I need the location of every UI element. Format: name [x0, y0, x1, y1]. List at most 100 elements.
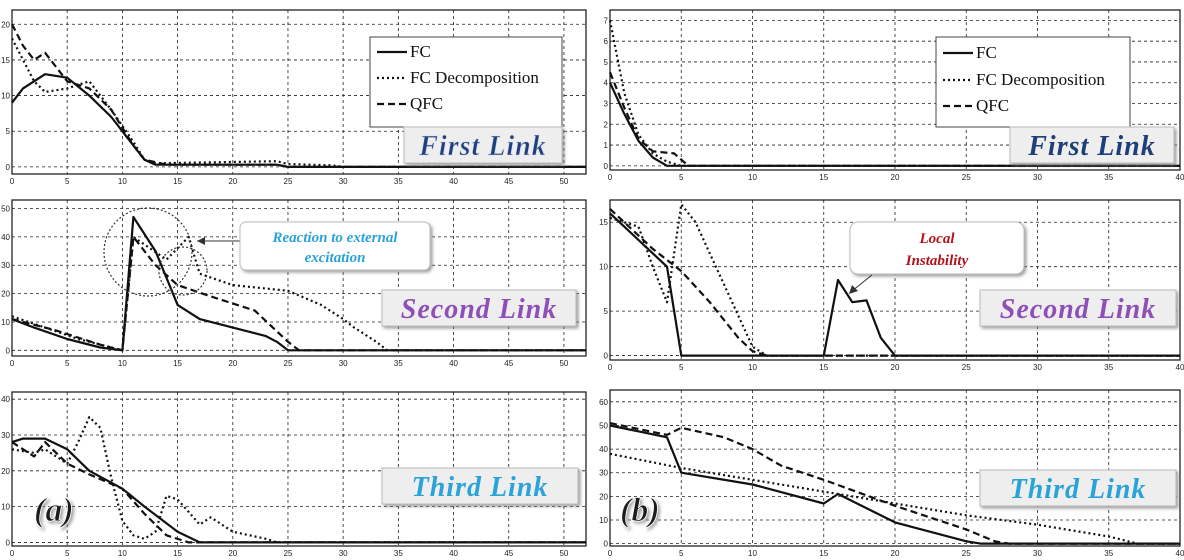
x-tick-label: 0	[10, 359, 15, 368]
y-tick-label: 6	[604, 37, 609, 46]
x-tick-label: 40	[449, 177, 458, 186]
x-tick-label: 15	[173, 549, 182, 558]
x-tick-label: 0	[608, 549, 613, 558]
y-tick-label: 50	[1, 205, 10, 214]
x-tick-label: 0	[10, 549, 15, 558]
x-tick-label: 20	[228, 359, 237, 368]
x-tick-label: 10	[118, 177, 127, 186]
link-label-b2: Second Link	[979, 289, 1177, 327]
y-tick-label: 2	[604, 120, 609, 129]
series-line-qfc	[608, 71, 1180, 167]
y-tick-label: 10	[599, 516, 608, 525]
x-tick-label: 30	[339, 549, 348, 558]
y-tick-label: 50	[599, 421, 608, 430]
legend-label-qfc: QFC	[410, 94, 443, 113]
series-line-qfc	[11, 235, 586, 352]
series-line-fc	[609, 212, 1180, 357]
panel-tag-b: (b)	[620, 492, 660, 529]
x-tick-label: 0	[10, 177, 15, 186]
x-tick-label: 45	[504, 177, 513, 186]
x-tick-label: 10	[118, 359, 127, 368]
annotation-reaction: Reaction to external excitation	[103, 207, 431, 297]
series-line-qfc	[11, 23, 586, 168]
y-tick-label: 40	[599, 445, 608, 454]
y-tick-label: 40	[1, 395, 10, 404]
annotation-text-line1: Reaction to external	[272, 230, 399, 246]
y-tick-label: 15	[599, 218, 608, 227]
link-label-a2: Second Link	[381, 289, 577, 327]
series-line-fc	[11, 73, 586, 168]
x-tick-label: 30	[339, 359, 348, 368]
x-tick-label: 35	[1104, 363, 1113, 372]
y-tick-label: 10	[1, 318, 10, 327]
x-tick-label: 10	[748, 173, 757, 182]
y-tick-label: 40	[1, 233, 10, 242]
series-line-fc	[11, 437, 586, 544]
x-tick-label: 20	[891, 173, 900, 182]
x-tick-label: 5	[65, 549, 70, 558]
x-tick-label: 0	[608, 173, 613, 182]
annotation-local-instability: Local Instability	[849, 221, 1025, 294]
x-tick-label: 25	[962, 173, 971, 182]
x-tick-label: 45	[504, 549, 513, 558]
link-label-text: Third Link	[412, 472, 549, 503]
legend-label-fc-decomposition: FC Decomposition	[410, 68, 539, 87]
x-tick-label: 40	[449, 549, 458, 558]
y-tick-label: 30	[599, 469, 608, 478]
series-line-fc	[609, 424, 1180, 545]
x-tick-label: 5	[679, 549, 684, 558]
x-tick-label: 50	[559, 549, 568, 558]
x-tick-label: 30	[1033, 363, 1042, 372]
y-tick-label: 0	[604, 162, 609, 171]
link-label-a1: First Link	[403, 126, 563, 164]
link-label-text: First Link	[418, 131, 546, 162]
link-label-b1: First Link	[1009, 126, 1175, 164]
y-tick-label: 20	[1, 290, 10, 299]
x-tick-label: 10	[748, 549, 757, 558]
y-tick-label: 10	[1, 92, 10, 101]
x-tick-label: 35	[394, 177, 403, 186]
series-line-qfc	[609, 208, 1180, 357]
annotation-circle-small	[158, 246, 208, 296]
x-tick-label: 35	[394, 549, 403, 558]
x-tick-label: 35	[1104, 549, 1113, 558]
x-tick-label: 30	[339, 177, 348, 186]
y-tick-label: 60	[599, 398, 608, 407]
y-tick-label: 30	[1, 431, 10, 440]
plot-frame	[11, 391, 587, 547]
plot-panel-b-3: 0 5 10 15 20 25 30 35 40 0 10 20 30 40 50 60	[599, 389, 1184, 558]
y-tick-label: 20	[1, 467, 10, 476]
y-tick-label: 0	[6, 163, 11, 172]
series-line-fc	[609, 82, 1180, 167]
annotation-text-line2: excitation	[305, 250, 366, 266]
x-tick-label: 30	[1033, 549, 1042, 558]
link-label-text: First Link	[1027, 131, 1155, 162]
annotation-text-line2: Instability	[905, 253, 969, 269]
x-tick-label: 35	[394, 359, 403, 368]
series-line-qfc	[609, 422, 1180, 545]
x-tick-label: 5	[65, 359, 70, 368]
x-tick-label: 20	[891, 549, 900, 558]
x-tick-label: 15	[819, 173, 828, 182]
x-tick-label: 40	[1176, 363, 1184, 372]
y-tick-label: 20	[1, 20, 10, 29]
legend-label-fc: FC	[410, 42, 431, 61]
x-tick-label: 15	[173, 177, 182, 186]
y-tick-label: 0	[6, 346, 11, 355]
x-tick-label: 40	[449, 359, 458, 368]
y-tick-label: 0	[6, 538, 11, 547]
series-line-qfc	[11, 441, 586, 544]
y-tick-label: 4	[604, 79, 609, 88]
y-tick-label: 1	[604, 141, 609, 150]
link-label-a3: Third Link	[381, 467, 579, 505]
x-tick-label: 25	[962, 549, 971, 558]
legend-panel-b: FC FC Decomposition QFC	[935, 36, 1131, 128]
x-tick-label: 25	[284, 549, 293, 558]
x-tick-label: 30	[1033, 173, 1042, 182]
series-line-fc-decomposition	[11, 37, 586, 168]
y-tick-label: 15	[1, 56, 10, 65]
plot-frame	[609, 9, 1181, 171]
x-tick-label: 5	[679, 173, 684, 182]
y-tick-label: 30	[1, 261, 10, 270]
